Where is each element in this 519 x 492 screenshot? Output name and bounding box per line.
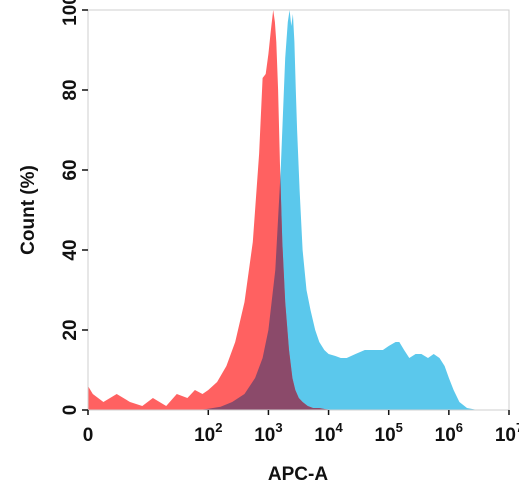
x-tick-label: 107: [495, 420, 519, 446]
x-tick-label: 103: [254, 420, 282, 446]
y-tick-label: 100: [60, 0, 81, 26]
y-tick-label: 60: [60, 159, 81, 180]
y-tick-label: 40: [60, 239, 81, 260]
plot-frame: [87, 9, 510, 411]
x-axis-label: APC-A: [268, 464, 328, 485]
x-tick-label: 102: [194, 420, 222, 446]
histogram-blue: [88, 10, 478, 410]
x-tick-label: 104: [314, 420, 343, 446]
y-tick-label: 0: [60, 405, 81, 416]
x-tick-label: 106: [435, 420, 463, 446]
y-axis-label: Count (%): [18, 165, 39, 255]
y-tick-label: 80: [60, 79, 81, 100]
x-tick-label: 105: [375, 420, 403, 446]
y-tick-label: 20: [60, 319, 81, 340]
x-tick-label: 0: [83, 425, 94, 446]
